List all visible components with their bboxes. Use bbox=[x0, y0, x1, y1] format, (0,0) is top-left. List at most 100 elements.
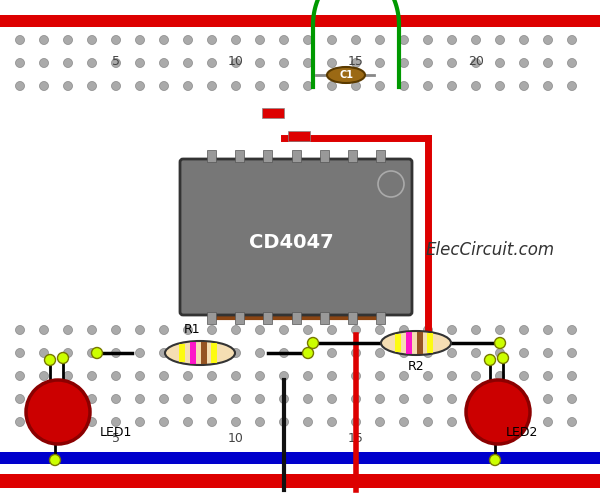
Circle shape bbox=[16, 82, 25, 90]
Circle shape bbox=[472, 82, 481, 90]
Bar bbox=[320, 150, 329, 162]
Circle shape bbox=[136, 372, 145, 380]
Circle shape bbox=[232, 372, 241, 380]
Circle shape bbox=[568, 418, 577, 426]
Circle shape bbox=[304, 36, 313, 44]
Circle shape bbox=[544, 372, 553, 380]
Ellipse shape bbox=[327, 67, 365, 83]
Circle shape bbox=[466, 380, 530, 444]
Circle shape bbox=[64, 82, 73, 90]
Bar bbox=[288, 131, 310, 141]
Text: R1: R1 bbox=[184, 323, 200, 336]
Circle shape bbox=[184, 36, 193, 44]
Circle shape bbox=[136, 394, 145, 404]
Circle shape bbox=[112, 372, 121, 380]
Circle shape bbox=[88, 372, 97, 380]
Circle shape bbox=[472, 372, 481, 380]
Circle shape bbox=[88, 394, 97, 404]
Circle shape bbox=[112, 36, 121, 44]
Circle shape bbox=[112, 326, 121, 334]
Circle shape bbox=[520, 394, 529, 404]
Circle shape bbox=[520, 58, 529, 68]
Circle shape bbox=[568, 326, 577, 334]
Circle shape bbox=[88, 348, 97, 358]
Circle shape bbox=[44, 354, 56, 366]
Circle shape bbox=[280, 82, 289, 90]
Bar bbox=[235, 150, 244, 162]
Circle shape bbox=[424, 82, 433, 90]
Circle shape bbox=[496, 372, 505, 380]
Circle shape bbox=[424, 372, 433, 380]
Circle shape bbox=[400, 36, 409, 44]
Circle shape bbox=[40, 418, 49, 426]
Circle shape bbox=[88, 326, 97, 334]
Circle shape bbox=[232, 394, 241, 404]
Text: R2: R2 bbox=[407, 360, 424, 373]
Circle shape bbox=[352, 394, 361, 404]
Circle shape bbox=[16, 348, 25, 358]
Text: 15: 15 bbox=[348, 432, 364, 445]
Bar bbox=[0, 452, 600, 464]
Circle shape bbox=[424, 36, 433, 44]
Circle shape bbox=[376, 326, 385, 334]
Circle shape bbox=[544, 82, 553, 90]
Circle shape bbox=[308, 338, 319, 348]
Text: LED2: LED2 bbox=[506, 426, 538, 438]
Circle shape bbox=[280, 348, 289, 358]
Circle shape bbox=[376, 58, 385, 68]
Circle shape bbox=[256, 82, 265, 90]
Circle shape bbox=[328, 348, 337, 358]
Circle shape bbox=[112, 348, 121, 358]
Circle shape bbox=[16, 36, 25, 44]
Circle shape bbox=[448, 36, 457, 44]
Circle shape bbox=[40, 372, 49, 380]
Circle shape bbox=[208, 326, 217, 334]
Circle shape bbox=[112, 82, 121, 90]
Circle shape bbox=[544, 326, 553, 334]
Circle shape bbox=[400, 58, 409, 68]
Circle shape bbox=[232, 82, 241, 90]
Bar bbox=[190, 342, 196, 364]
Circle shape bbox=[497, 352, 509, 364]
Text: 10: 10 bbox=[228, 55, 244, 68]
Circle shape bbox=[304, 418, 313, 426]
Text: CD4047: CD4047 bbox=[248, 232, 334, 252]
Circle shape bbox=[160, 36, 169, 44]
Bar bbox=[376, 312, 385, 324]
Bar bbox=[0, 15, 600, 27]
Circle shape bbox=[544, 394, 553, 404]
Circle shape bbox=[424, 348, 433, 358]
Circle shape bbox=[328, 394, 337, 404]
Circle shape bbox=[256, 394, 265, 404]
Circle shape bbox=[232, 36, 241, 44]
Ellipse shape bbox=[165, 341, 235, 365]
Bar bbox=[376, 150, 385, 162]
Circle shape bbox=[88, 58, 97, 68]
Circle shape bbox=[352, 418, 361, 426]
Circle shape bbox=[26, 380, 90, 444]
Circle shape bbox=[40, 82, 49, 90]
Circle shape bbox=[280, 394, 289, 404]
Circle shape bbox=[328, 372, 337, 380]
Circle shape bbox=[280, 58, 289, 68]
Circle shape bbox=[378, 171, 404, 197]
Circle shape bbox=[64, 372, 73, 380]
Circle shape bbox=[136, 58, 145, 68]
Circle shape bbox=[160, 348, 169, 358]
Circle shape bbox=[208, 394, 217, 404]
Circle shape bbox=[64, 348, 73, 358]
Circle shape bbox=[328, 58, 337, 68]
Circle shape bbox=[112, 58, 121, 68]
Circle shape bbox=[520, 418, 529, 426]
Circle shape bbox=[352, 372, 361, 380]
Bar bbox=[263, 150, 272, 162]
Circle shape bbox=[280, 326, 289, 334]
Circle shape bbox=[232, 58, 241, 68]
Circle shape bbox=[496, 394, 505, 404]
Circle shape bbox=[568, 58, 577, 68]
Circle shape bbox=[520, 82, 529, 90]
Circle shape bbox=[88, 36, 97, 44]
Circle shape bbox=[328, 36, 337, 44]
Bar bbox=[427, 333, 433, 353]
Circle shape bbox=[472, 394, 481, 404]
